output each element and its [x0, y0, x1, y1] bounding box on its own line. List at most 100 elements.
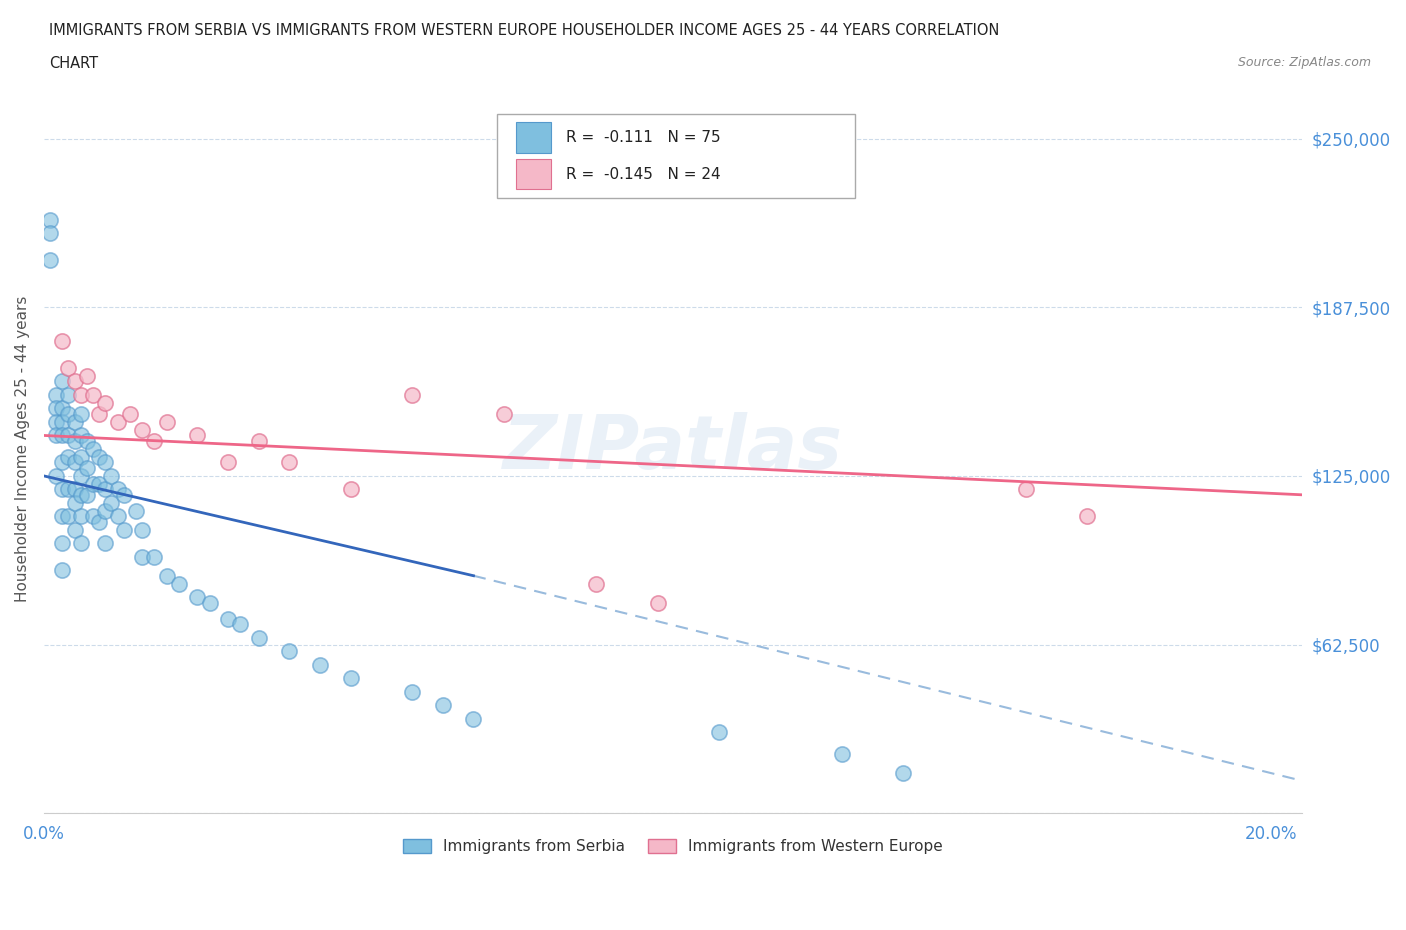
Point: [89, 476, 111, 491]
Point: [51, 455, 73, 470]
Point: [58, 388, 80, 403]
Point: [58, 482, 80, 497]
Point: [58, 449, 80, 464]
Point: [39, 212, 62, 227]
Point: [309, 658, 332, 672]
Point: [76, 487, 98, 502]
Text: ZIPatlas: ZIPatlas: [503, 412, 844, 485]
Point: [831, 747, 853, 762]
Point: [131, 422, 153, 437]
Point: [89, 406, 111, 421]
Point: [63, 496, 86, 511]
Point: [94, 536, 117, 551]
Point: [107, 509, 129, 524]
Point: [58, 509, 80, 524]
Point: [94, 503, 117, 518]
Point: [82, 509, 104, 524]
Point: [69, 469, 91, 484]
Point: [76, 433, 98, 448]
Point: [51, 415, 73, 430]
Text: CHART: CHART: [49, 56, 98, 71]
Point: [131, 523, 153, 538]
Point: [432, 698, 454, 712]
Y-axis label: Householder Income Ages 25 - 44 years: Householder Income Ages 25 - 44 years: [15, 296, 30, 602]
Point: [339, 671, 361, 685]
Point: [1015, 482, 1038, 497]
FancyBboxPatch shape: [496, 113, 855, 198]
Text: R =  -0.111   N = 75: R = -0.111 N = 75: [567, 130, 721, 145]
Point: [69, 509, 91, 524]
Point: [69, 487, 91, 502]
Point: [63, 523, 86, 538]
Point: [339, 482, 361, 497]
Point: [89, 449, 111, 464]
Point: [647, 595, 669, 610]
Point: [51, 401, 73, 416]
Point: [45, 388, 67, 403]
Point: [63, 482, 86, 497]
Point: [125, 503, 148, 518]
Legend: Immigrants from Serbia, Immigrants from Western Europe: Immigrants from Serbia, Immigrants from …: [398, 833, 949, 860]
Point: [51, 482, 73, 497]
Point: [131, 550, 153, 565]
Text: R =  -0.145   N = 24: R = -0.145 N = 24: [567, 166, 721, 181]
Point: [229, 617, 252, 631]
Point: [76, 460, 98, 475]
Point: [51, 563, 73, 578]
Point: [463, 711, 485, 726]
Point: [63, 374, 86, 389]
Point: [186, 590, 208, 604]
Point: [494, 406, 516, 421]
Point: [891, 765, 914, 780]
Point: [278, 455, 301, 470]
Point: [94, 482, 117, 497]
Point: [707, 724, 730, 739]
Point: [198, 595, 221, 610]
Point: [94, 455, 117, 470]
Point: [63, 433, 86, 448]
Point: [82, 388, 104, 403]
Point: [58, 361, 80, 376]
Point: [89, 514, 111, 529]
Point: [107, 482, 129, 497]
Point: [51, 428, 73, 443]
Point: [278, 644, 301, 658]
Point: [45, 415, 67, 430]
Point: [45, 428, 67, 443]
Point: [1076, 509, 1098, 524]
Point: [585, 577, 607, 591]
Point: [247, 631, 270, 645]
Point: [69, 428, 91, 443]
Text: Source: ZipAtlas.com: Source: ZipAtlas.com: [1237, 56, 1371, 69]
Point: [39, 253, 62, 268]
Point: [82, 476, 104, 491]
Point: [143, 550, 166, 565]
Point: [45, 469, 67, 484]
Point: [51, 334, 73, 349]
Point: [45, 401, 67, 416]
Point: [63, 455, 86, 470]
Point: [401, 684, 423, 699]
Point: [51, 536, 73, 551]
Point: [69, 536, 91, 551]
Point: [112, 487, 135, 502]
Point: [39, 226, 62, 241]
Point: [58, 428, 80, 443]
Point: [143, 433, 166, 448]
Point: [112, 523, 135, 538]
Point: [118, 406, 141, 421]
Point: [82, 442, 104, 457]
Point: [401, 388, 423, 403]
Point: [247, 433, 270, 448]
Point: [167, 577, 190, 591]
Bar: [516, 159, 551, 190]
Text: IMMIGRANTS FROM SERBIA VS IMMIGRANTS FROM WESTERN EUROPE HOUSEHOLDER INCOME AGES: IMMIGRANTS FROM SERBIA VS IMMIGRANTS FRO…: [49, 23, 1000, 38]
Point: [76, 368, 98, 383]
Point: [100, 496, 122, 511]
Point: [217, 611, 239, 626]
Point: [107, 415, 129, 430]
Point: [156, 415, 179, 430]
Point: [156, 568, 179, 583]
Point: [69, 449, 91, 464]
Point: [58, 406, 80, 421]
